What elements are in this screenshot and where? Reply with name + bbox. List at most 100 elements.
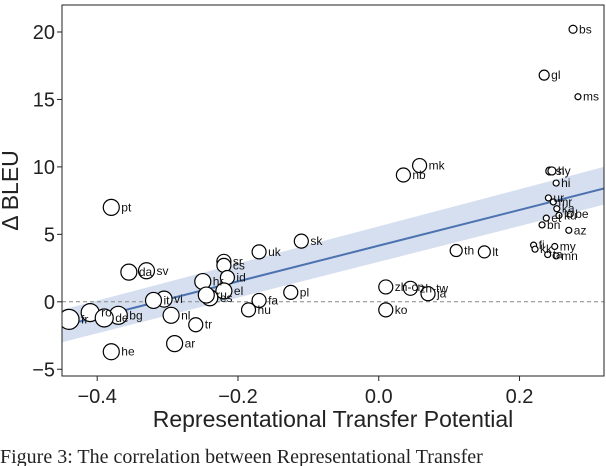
data-point-ja [420,286,436,302]
y-axis-ticks: −5 0 5 10 15 20 [32,22,62,381]
point-label-ko: ko [395,303,408,317]
point-label-kk: kk [540,242,553,256]
point-label-da: da [139,265,153,279]
point-label-es: es [220,291,233,305]
point-label-mr: mr [558,195,572,209]
data-point-mn [552,252,560,260]
data-point-th [449,243,463,258]
data-point-nb [395,167,411,183]
data-point-de [94,308,114,328]
point-label-ku: ku [564,208,577,222]
point-label-tr: tr [205,318,212,332]
point-label-nb: nb [412,168,426,182]
data-point-zh-cn [378,279,394,295]
data-point-bn [538,221,546,229]
point-label-sv: sv [156,264,168,278]
confidence-band-area [62,166,604,343]
point-label-pl: pl [300,285,309,299]
point-label-pt: pt [121,200,132,214]
point-label-bg: bg [129,308,142,322]
data-point-my [551,242,559,251]
point-label-sk: sk [310,234,323,248]
point-label-mn: mn [561,249,578,263]
y-tick-label: 5 [44,224,55,246]
x-axis-label: Representational Transfer Potential [153,406,514,432]
x-axis-ticks: −0.4 −0.2 0.0 0.2 [77,376,533,408]
point-label-hy: hy [558,164,571,178]
point-label-uk: uk [268,245,282,259]
data-point-hi [552,179,560,187]
point-label-ru: ru [216,288,227,302]
y-tick-label: 0 [44,292,55,314]
point-label-hu: hu [258,303,271,317]
point-label-it: it [164,293,171,307]
figure-caption: Figure 3: The correlation between Repres… [0,446,483,466]
point-label-vi: vi [174,292,183,306]
point-label-cs: cs [233,258,245,272]
regression-line [62,187,604,328]
point-label-th: th [464,244,474,258]
data-point-he [102,343,120,361]
point-label-be: be [575,207,589,221]
confidence-band [62,166,604,343]
data-point-pt [102,198,120,216]
data-point-nl [162,306,180,324]
data-point-hy [547,166,557,176]
data-point-et [542,214,550,222]
point-label-mk: mk [429,159,446,173]
y-tick-label: 10 [33,157,55,179]
y-tick-label: 15 [33,89,55,111]
point-label-nl: nl [181,308,190,322]
point-label-ur: ur [553,191,564,205]
point-label-fr: fr [81,312,88,326]
point-label-ka: ka [562,202,575,216]
x-tick-label: −0.4 [77,386,116,408]
data-point-hu [240,302,257,318]
point-label-fi: fi [539,238,545,252]
data-point-sk [293,233,309,249]
x-tick-label: −0.2 [218,386,257,408]
point-label-ro: ro [101,306,112,320]
y-axis-label: Δ BLEU [0,150,23,231]
point-label-zh-cn: zh-cn [395,280,424,294]
data-point-az [565,226,573,234]
data-point-be [566,210,574,218]
point-label-sl: sl [556,164,565,178]
point-label-ms: ms [583,90,599,104]
point-label-gl: gl [551,68,560,82]
point-label-sr: sr [233,254,243,268]
point-label-et: et [551,211,562,225]
y-tick-label: −5 [32,359,55,381]
data-point-zh-tw [402,280,419,296]
point-label-bn: bn [547,218,560,232]
regression-fit-line [62,187,604,328]
data-point-ku [555,211,563,220]
data-point-tr [188,317,204,333]
data-point-mr [549,198,557,206]
data-point-kk [531,245,539,253]
point-label-ta: ta [553,248,563,262]
data-point-gl [538,69,550,81]
data-point-ru [197,286,215,304]
data-point-bs [568,24,578,34]
x-tick-label: 0.2 [506,386,534,408]
y-tick-label: 20 [33,22,55,44]
data-point-el [215,282,233,300]
data-point-sv [137,262,156,280]
data-point-ka [553,205,561,213]
data-point-ko [378,302,394,318]
data-point-fr [62,308,80,330]
data-point-mk [411,157,428,174]
data-point-lt [477,245,491,259]
point-label-my: my [560,239,576,253]
data-point-ta [544,250,552,259]
point-label-fa: fa [268,293,278,307]
data-point-ar [166,335,184,353]
point-label-ar: ar [185,337,196,351]
data-point-da [120,263,138,281]
data-point-it [144,291,163,310]
data-point-pl [283,284,299,300]
data-point-fa [251,292,267,309]
x-tick-label: 0.0 [365,386,393,408]
